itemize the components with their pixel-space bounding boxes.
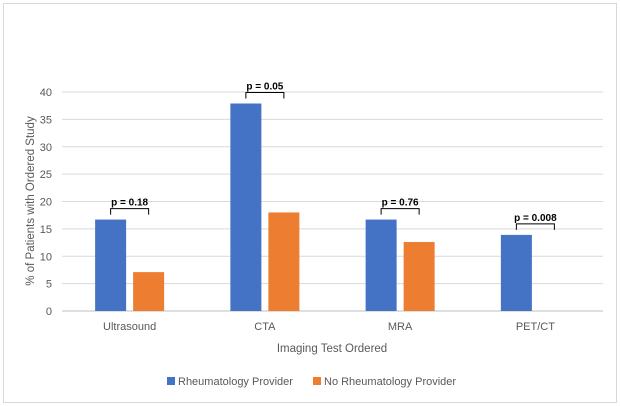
bar-no-rheumatology [268, 212, 300, 311]
x-tick-label: PET/CT [516, 321, 555, 333]
p-value-bracket [515, 223, 555, 230]
bars [95, 103, 532, 311]
y-tick-label: 15 [40, 224, 52, 236]
p-value-bracket [380, 208, 420, 215]
legend-swatch-no-rheumatology [313, 377, 321, 385]
bar-rheumatology [365, 219, 397, 311]
y-axis-ticks: 0 5 10 15 20 25 30 35 40 [40, 87, 52, 318]
p-value-annotations: p = 0.18 p = 0.05 p = 0.76 p = 0.008 [110, 81, 557, 230]
p-value-label: p = 0.18 [111, 198, 148, 209]
legend-label-rheumatology: Rheumatology Provider [178, 376, 293, 388]
chart-frame [3, 3, 617, 403]
x-axis-ticks: Ultrasound CTA MRA PET/CT [103, 321, 555, 333]
bar-no-rheumatology [403, 242, 435, 311]
y-tick-label: 30 [40, 142, 52, 154]
legend-swatch-rheumatology [167, 377, 175, 385]
p-value-label: p = 0.05 [246, 81, 283, 92]
y-tick-label: 35 [40, 114, 52, 126]
y-tick-label: 5 [46, 279, 52, 291]
y-tick-label: 20 [40, 197, 52, 209]
y-tick-label: 10 [40, 251, 52, 263]
legend-label-no-rheumatology: No Rheumatology Provider [324, 376, 456, 388]
bar-rheumatology [230, 103, 262, 311]
y-tick-label: 40 [40, 87, 52, 99]
p-value-label: p = 0.008 [514, 213, 557, 224]
bar-no-rheumatology [133, 272, 165, 311]
p-value-bracket [110, 208, 150, 215]
y-tick-label: 25 [40, 169, 52, 181]
x-tick-label: Ultrasound [103, 321, 156, 333]
y-tick-label: 0 [46, 306, 52, 318]
p-value-bracket [245, 91, 285, 99]
bar-rheumatology [95, 219, 127, 311]
y-axis-title: % of Patients with Ordered Study [25, 116, 37, 286]
p-value-label: p = 0.76 [382, 198, 419, 209]
x-axis-title: Imaging Test Ordered [277, 343, 387, 355]
x-tick-label: MRA [388, 321, 413, 333]
x-tick-label: CTA [254, 321, 276, 333]
bar-rheumatology [500, 234, 532, 311]
legend: Rheumatology Provider No Rheumatology Pr… [167, 376, 456, 388]
